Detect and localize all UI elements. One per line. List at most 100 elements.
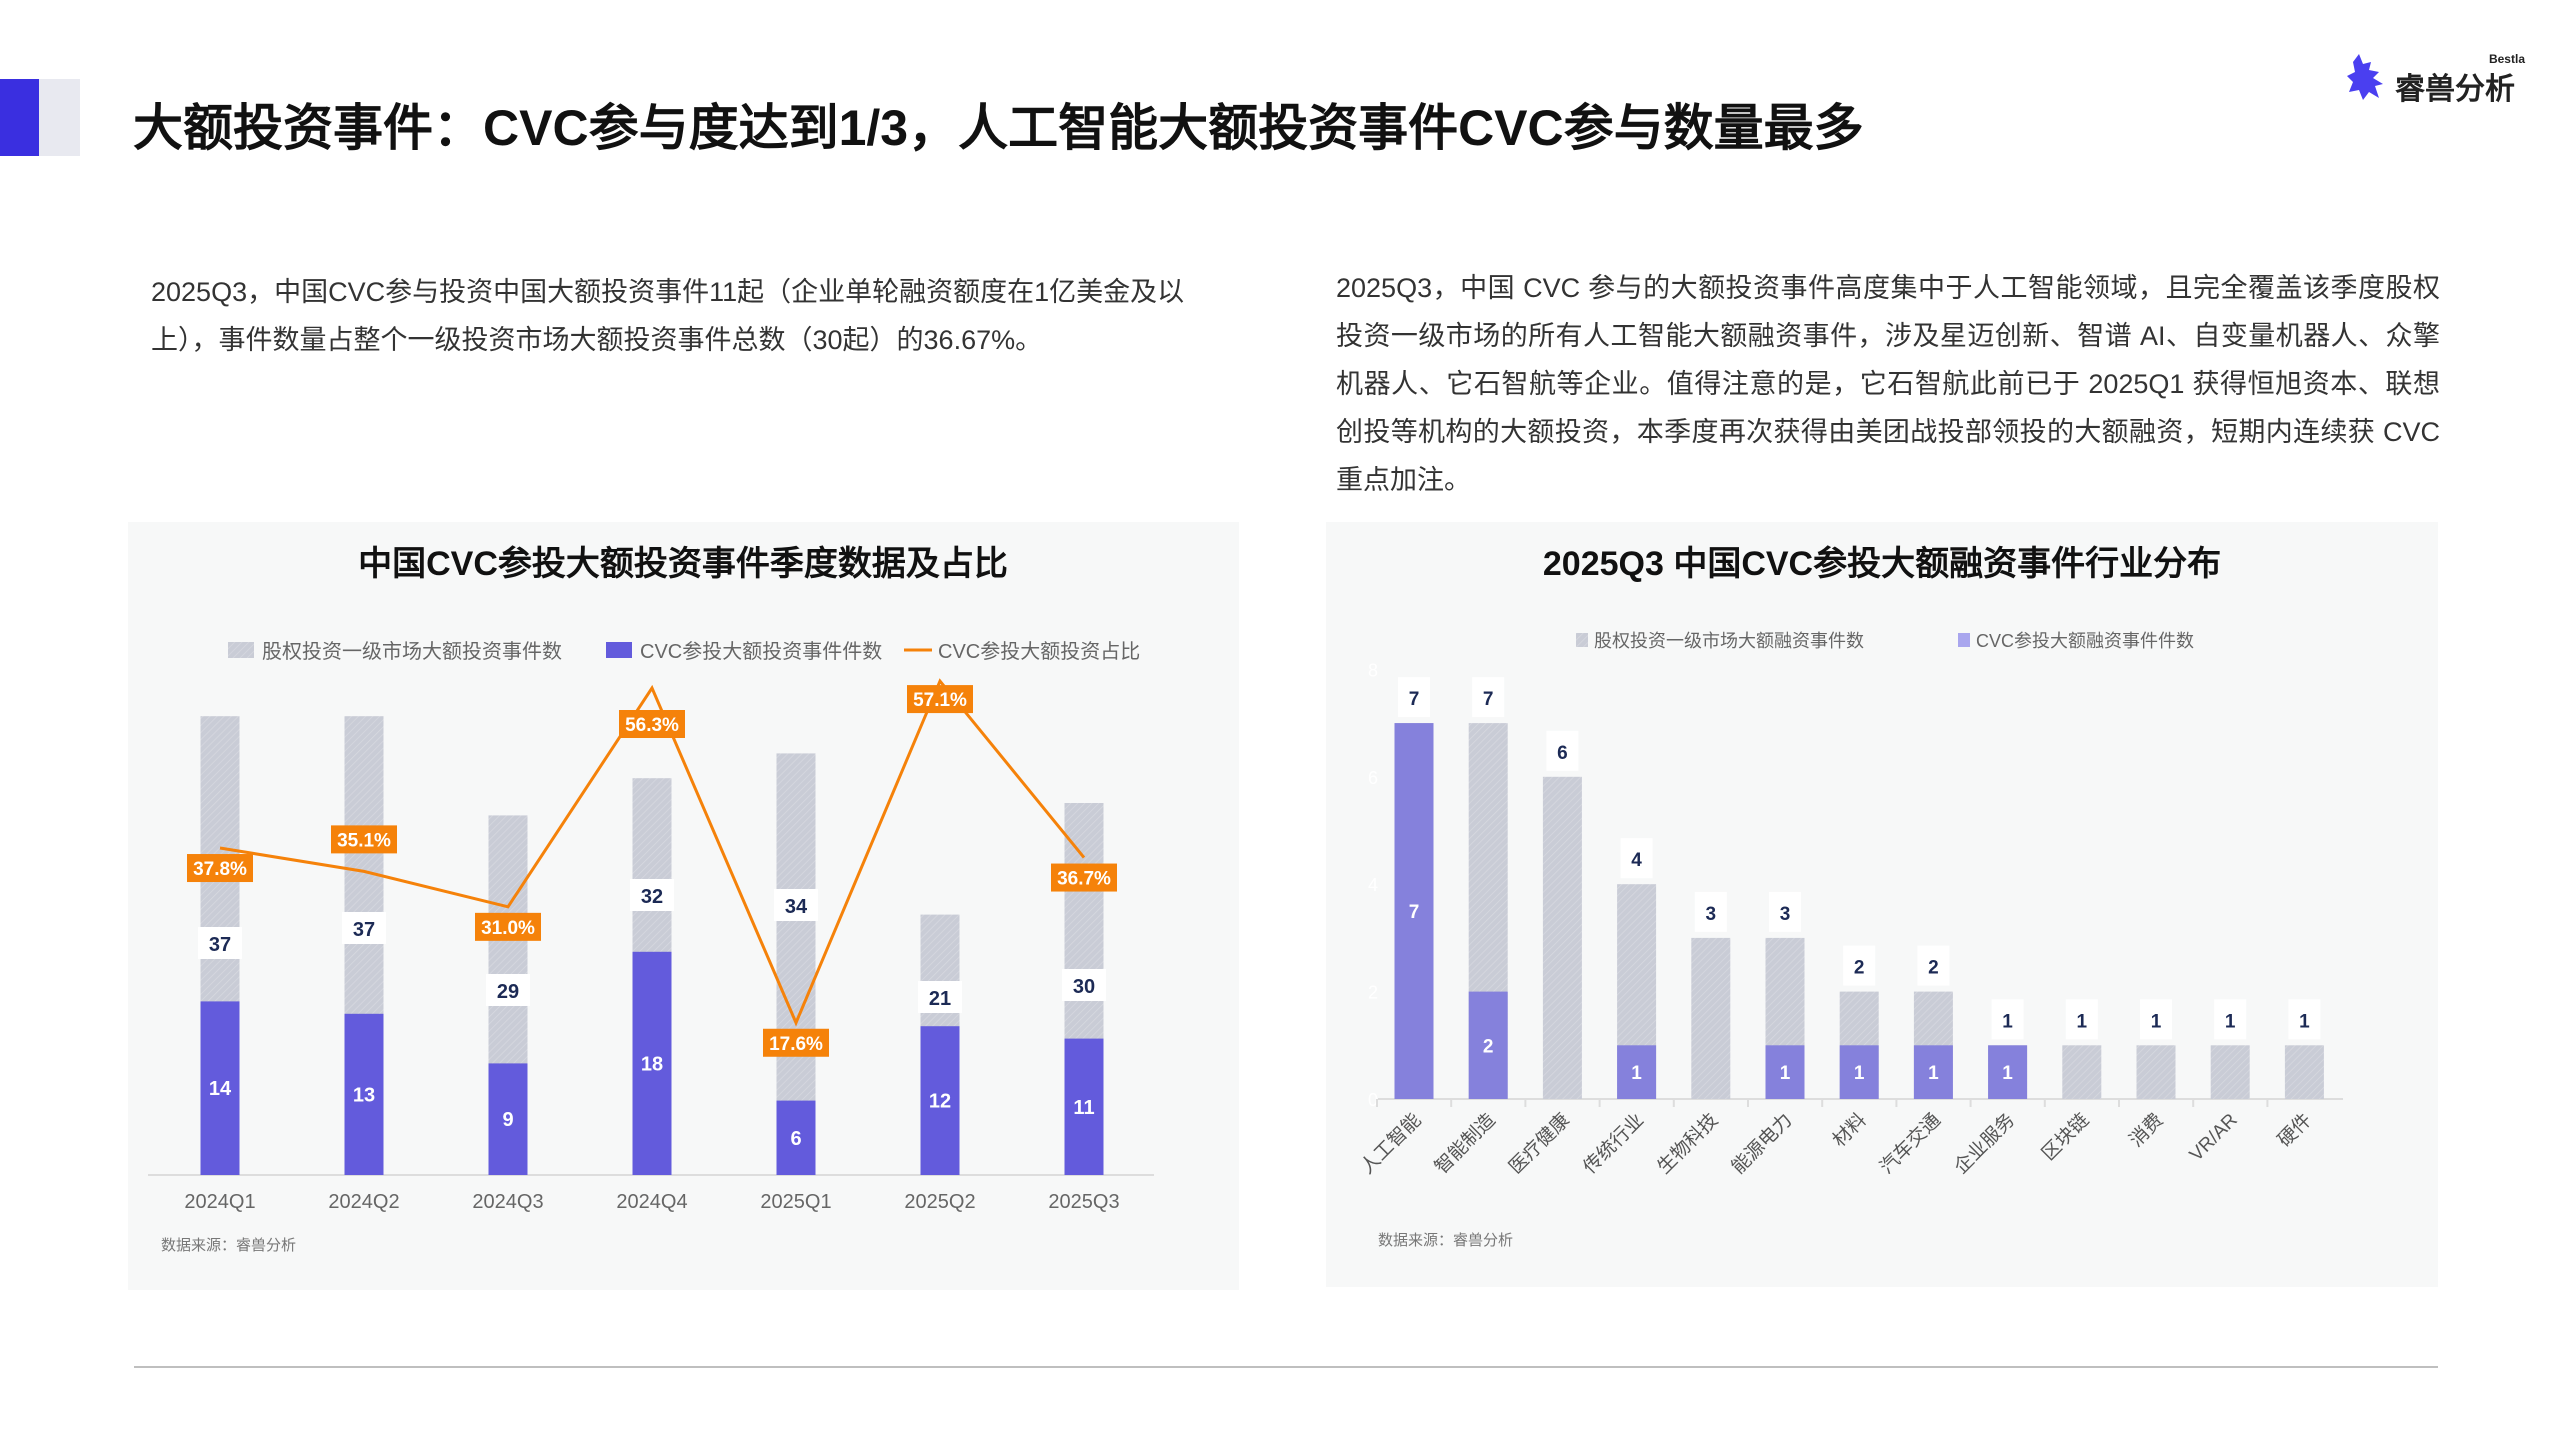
ratio-value-label: 56.3% — [625, 715, 679, 736]
total-label-bg — [342, 912, 386, 944]
total-value-label: 2 — [1928, 958, 1939, 979]
total-value-label: 3 — [1780, 904, 1791, 925]
bottom-divider — [134, 1366, 2438, 1368]
y-tick-label: 4 — [1368, 875, 1378, 895]
bar-cvc — [1988, 1045, 2028, 1099]
y-tick-label: 6 — [1368, 768, 1378, 788]
legend-swatch — [606, 642, 632, 658]
y-tick-label: 8 — [1368, 660, 1378, 680]
total-label-bg — [2214, 999, 2247, 1040]
x-tick-label: 2024Q4 — [616, 1191, 687, 1213]
summary-paragraph-left: 2025Q3，中国CVC参与投资中国大额投资事件11起（企业单轮融资额度在1亿美… — [151, 277, 1185, 355]
bar-total — [1691, 937, 1731, 1099]
y-tick-label: 0 — [1368, 1090, 1378, 1110]
x-tick-label: 2025Q2 — [904, 1191, 975, 1213]
bar-cvc — [200, 1001, 240, 1175]
total-label-bg — [1843, 945, 1876, 986]
total-value-label: 7 — [1483, 689, 1494, 710]
total-value-label: 29 — [497, 981, 519, 1003]
total-label-bg — [198, 927, 242, 959]
total-value-label: 1 — [2299, 1011, 2310, 1032]
bar-total — [1542, 776, 1582, 1099]
cvc-value-label: 6 — [790, 1128, 801, 1150]
legend-label: CVC参投大额投资占比 — [938, 640, 1140, 663]
bar-cvc — [344, 1013, 384, 1175]
total-label-bg — [1620, 838, 1653, 879]
cvc-value-label: 14 — [209, 1078, 232, 1100]
bar-total — [2210, 1045, 2250, 1099]
bar-total — [2284, 1045, 2324, 1099]
total-label-bg — [1991, 999, 2024, 1040]
total-value-label: 30 — [1073, 976, 1095, 998]
ratio-value-label: 35.1% — [337, 830, 391, 851]
total-value-label: 3 — [1706, 904, 1717, 925]
legend-swatch — [1576, 633, 1588, 647]
total-value-label: 37 — [353, 919, 375, 941]
x-tick-label: 2024Q1 — [184, 1191, 255, 1213]
ratio-label-bg — [331, 825, 397, 854]
ratio-label-bg — [619, 710, 685, 739]
cvc-value-label: 9 — [502, 1109, 513, 1131]
bar-total — [2136, 1045, 2176, 1099]
industry-chart-panel: 2025Q3 中国CVC参投大额融资事件行业分布 股权投资一级市场大额融资事件数 C… — [1326, 522, 2438, 1287]
x-tick-label: 汽车交通 — [1876, 1109, 1945, 1178]
x-tick-label: 传统行业 — [1579, 1109, 1648, 1178]
x-tick-label: 医疗健康 — [1505, 1109, 1574, 1178]
x-tick-label: 硬件 — [2273, 1109, 2315, 1151]
total-value-label: 1 — [2077, 1011, 2088, 1032]
total-value-label: 34 — [785, 896, 808, 918]
total-value-label: 32 — [641, 886, 663, 908]
total-label-bg — [774, 889, 818, 921]
bar-cvc — [776, 1100, 816, 1175]
total-value-label: 1 — [2151, 1011, 2162, 1032]
total-label-bg — [630, 879, 674, 911]
ratio-label-bg — [1051, 863, 1117, 892]
ratio-value-label: 57.1% — [913, 690, 967, 711]
bar-cvc — [1839, 1045, 1879, 1099]
ratio-line — [219, 678, 1086, 1027]
total-value-label: 6 — [1557, 743, 1568, 764]
x-tick-label: VR/AR — [2186, 1110, 2242, 1166]
x-tick-label: 人工智能 — [1356, 1109, 1425, 1178]
x-tick-label: 企业服务 — [1950, 1109, 2019, 1178]
ratio-label-bg — [475, 912, 541, 941]
bar-cvc — [488, 1063, 528, 1175]
beast-logo-icon — [2347, 54, 2383, 100]
total-label-bg — [2065, 999, 2098, 1040]
x-tick-label: 能源电力 — [1727, 1109, 1796, 1178]
total-value-label: 2 — [1854, 958, 1865, 979]
cvc-value-label: 2 — [1483, 1036, 1494, 1057]
legend-label: 股权投资一级市场大额融资事件数 — [1594, 631, 1864, 651]
cvc-value-label: 1 — [1780, 1063, 1791, 1084]
cvc-value-label: 1 — [1928, 1063, 1939, 1084]
x-tick-label: 2025Q3 — [1048, 1191, 1119, 1213]
bar-cvc — [1765, 1045, 1805, 1099]
logo-text: 睿兽分析 — [2395, 73, 2515, 106]
bar-cvc — [920, 1026, 960, 1175]
data-source: 数据来源：睿兽分析 — [1378, 1232, 1513, 1249]
total-label-bg — [1546, 730, 1579, 771]
total-label-bg — [2288, 999, 2321, 1040]
x-tick-label: 2024Q3 — [472, 1191, 543, 1213]
ratio-value-label: 17.6% — [769, 1034, 823, 1055]
bar-cvc — [1394, 723, 1434, 1099]
summary-paragraph-right: 2025Q3，中国 CVC 参与的大额投资事件高度集中于人工智能领域，且完全覆盖… — [1336, 273, 2440, 495]
total-value-label: 1 — [2225, 1011, 2236, 1032]
page-title: 大额投资事件：CVC参与度达到1/3，人工智能大额投资事件CVC参与数量最多 — [133, 100, 1864, 156]
legend-label: 股权投资一级市场大额投资事件数 — [262, 640, 562, 663]
total-label-bg — [1472, 677, 1505, 718]
cvc-value-label: 1 — [2002, 1063, 2013, 1084]
bar-total — [2062, 1045, 2102, 1099]
ratio-value-label: 37.8% — [193, 859, 247, 880]
cvc-value-label: 12 — [929, 1091, 951, 1113]
bar-cvc — [1064, 1038, 1104, 1175]
x-tick-label: 区块链 — [2037, 1109, 2093, 1165]
total-label-bg — [486, 974, 530, 1006]
x-tick-label: 智能制造 — [1430, 1109, 1499, 1178]
total-value-label: 21 — [929, 988, 951, 1010]
x-tick-label: 材料 — [1828, 1109, 1870, 1151]
total-label-bg — [918, 981, 962, 1013]
cvc-value-label: 11 — [1073, 1097, 1094, 1119]
